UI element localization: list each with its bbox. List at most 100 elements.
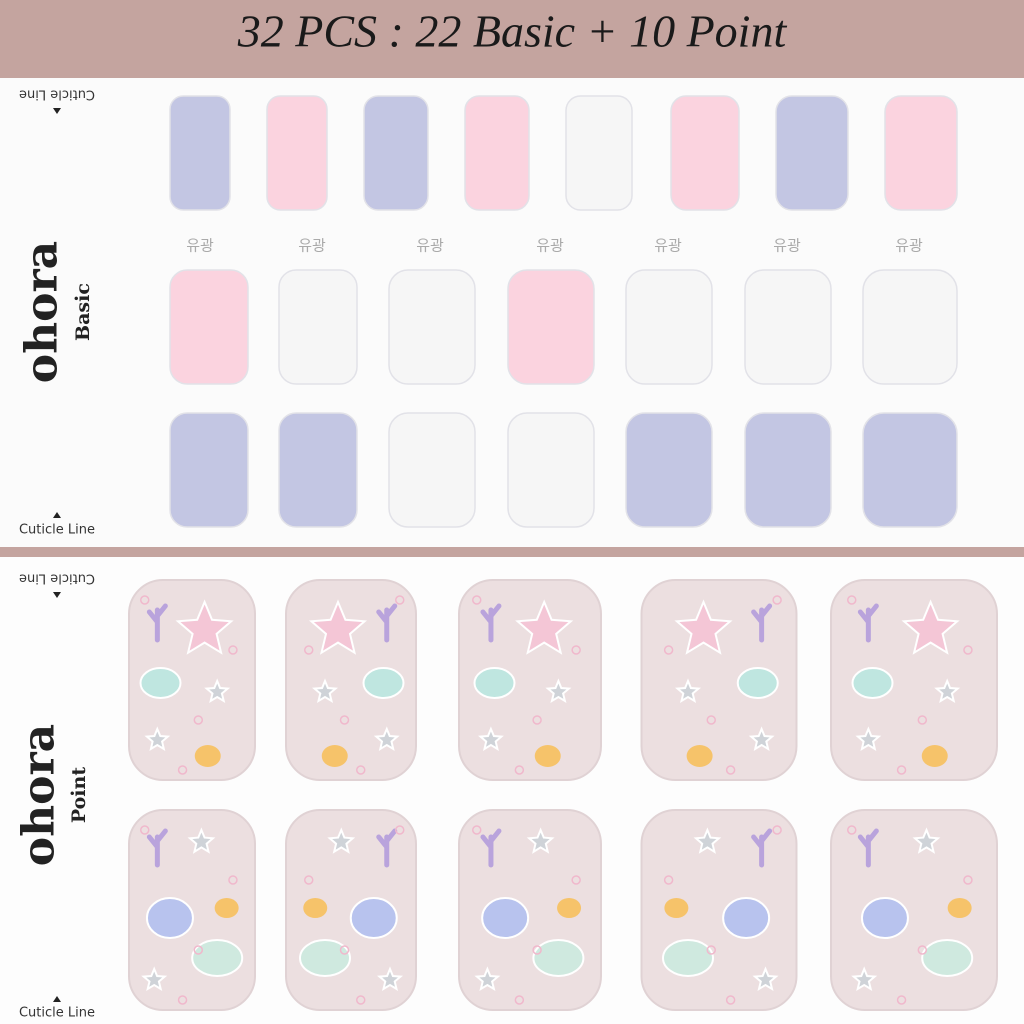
decor-bubble bbox=[339, 715, 350, 725]
decor-shell bbox=[686, 745, 713, 767]
finish-label: 유광 bbox=[654, 237, 682, 255]
nail bbox=[278, 412, 358, 528]
decor-star bbox=[187, 827, 216, 854]
nail bbox=[625, 412, 713, 528]
nail bbox=[266, 95, 328, 211]
nail bbox=[862, 269, 958, 385]
decor-shell bbox=[664, 898, 689, 918]
decor-shell bbox=[139, 667, 182, 699]
nail bbox=[670, 95, 740, 211]
decor-star bbox=[901, 599, 960, 655]
decor-bubble bbox=[193, 945, 204, 955]
cuticle-label: Cuticle Line bbox=[19, 523, 95, 538]
decor-bubble bbox=[847, 825, 857, 835]
finish-label: 유광 bbox=[298, 237, 326, 255]
decor-shell bbox=[214, 898, 239, 918]
nail bbox=[830, 579, 998, 781]
decor-bubble bbox=[571, 875, 581, 885]
decor-star bbox=[144, 726, 171, 751]
decor-coral bbox=[146, 828, 168, 868]
decor-bubble bbox=[395, 595, 405, 605]
decor-star bbox=[855, 726, 882, 751]
decor-bubble bbox=[356, 765, 366, 775]
decor-coral bbox=[857, 828, 879, 868]
nail bbox=[388, 412, 476, 528]
decor-bubble bbox=[472, 595, 482, 605]
decor-star bbox=[175, 599, 234, 655]
header-band bbox=[0, 0, 1024, 78]
nail bbox=[169, 269, 249, 385]
nail bbox=[565, 95, 633, 211]
decor-bubble bbox=[304, 645, 314, 655]
decor-shell bbox=[736, 667, 779, 699]
decor-star bbox=[851, 966, 878, 991]
arrow bbox=[53, 592, 61, 598]
decor-bubble bbox=[847, 595, 857, 605]
nail bbox=[507, 412, 595, 528]
decor-star bbox=[912, 827, 941, 854]
finish-label: 유광 bbox=[773, 237, 801, 255]
decor-bubble bbox=[193, 715, 204, 725]
decor-star bbox=[752, 966, 779, 991]
decor-star bbox=[308, 599, 368, 655]
nail bbox=[862, 412, 958, 528]
finish-label: 유광 bbox=[186, 237, 214, 255]
decor-coral bbox=[751, 828, 773, 868]
decor-bubble bbox=[706, 715, 716, 725]
decor-star bbox=[748, 726, 775, 751]
nail bbox=[169, 95, 231, 211]
decor-star bbox=[934, 678, 961, 703]
decor-shell bbox=[534, 745, 561, 767]
decor-bubble bbox=[532, 715, 542, 725]
brand: ohora bbox=[14, 724, 65, 866]
decor-coral bbox=[751, 603, 773, 643]
decor-shell bbox=[532, 939, 585, 977]
nail bbox=[640, 579, 798, 781]
decor-bubble bbox=[571, 645, 581, 655]
decor-bubble bbox=[514, 995, 525, 1005]
decor-bubble bbox=[663, 645, 674, 655]
arrow bbox=[53, 512, 61, 518]
finish-label: 유광 bbox=[416, 237, 444, 255]
finish-label: 유광 bbox=[536, 237, 564, 255]
decor-star bbox=[674, 678, 702, 703]
decor-shell bbox=[349, 897, 398, 939]
decor-bubble bbox=[228, 875, 238, 885]
decor-bubble bbox=[917, 715, 928, 725]
decor-bubble bbox=[395, 825, 405, 835]
arrow bbox=[53, 108, 61, 114]
decor-bubble bbox=[963, 875, 973, 885]
cuticle-label: Cuticle Line bbox=[19, 571, 95, 586]
decor-star bbox=[674, 599, 733, 655]
nail bbox=[388, 269, 476, 385]
arrow bbox=[53, 996, 61, 1002]
decor-star bbox=[376, 966, 404, 991]
decor-coral bbox=[376, 828, 398, 868]
nail bbox=[884, 95, 958, 211]
decor-bubble bbox=[140, 595, 150, 605]
finish-label: 유광 bbox=[895, 237, 923, 255]
divider bbox=[0, 547, 1024, 557]
decor-shell bbox=[662, 939, 714, 977]
set-label: Basic bbox=[72, 283, 94, 341]
decor-shell bbox=[947, 898, 972, 918]
decor-star bbox=[545, 678, 572, 703]
nail bbox=[625, 269, 713, 385]
decor-star bbox=[373, 726, 400, 751]
decor-shell bbox=[722, 897, 771, 939]
decor-coral bbox=[146, 603, 168, 643]
decor-bubble bbox=[532, 945, 542, 955]
nail bbox=[507, 269, 595, 385]
nail bbox=[363, 95, 429, 211]
nail bbox=[744, 269, 832, 385]
decor-bubble bbox=[772, 825, 782, 835]
decor-bubble bbox=[228, 645, 238, 655]
nail bbox=[464, 95, 530, 211]
title: 32 PCS : 22 Basic + 10 Point bbox=[237, 6, 788, 57]
decor-bubble bbox=[472, 825, 482, 835]
decor-star bbox=[204, 678, 231, 703]
set-label: Point bbox=[68, 767, 90, 823]
nail bbox=[830, 809, 998, 1011]
